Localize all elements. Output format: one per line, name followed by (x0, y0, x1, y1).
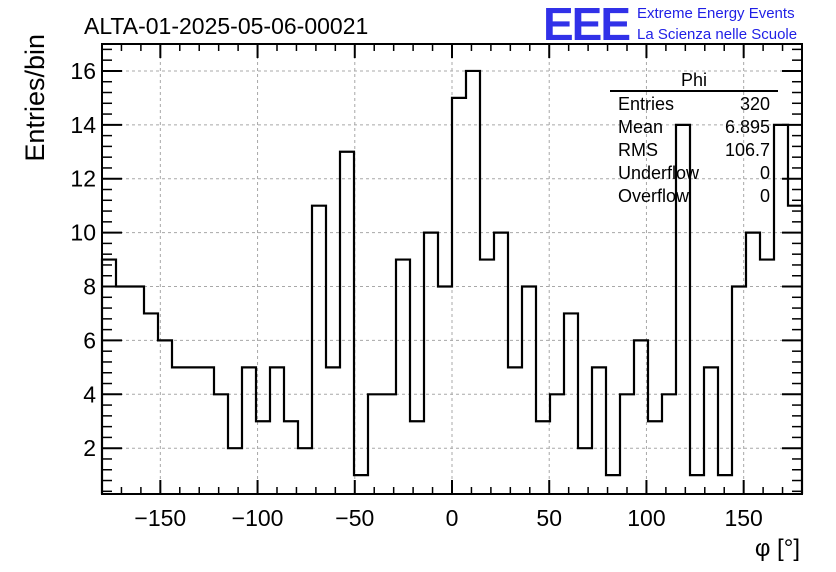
histogram-bin (690, 475, 704, 494)
histogram-bin (200, 367, 214, 494)
histogram-bin (284, 421, 298, 494)
stats-label: Entries (618, 94, 674, 114)
histogram-bin (410, 421, 424, 494)
stats-label: RMS (618, 140, 658, 160)
histogram-bin (270, 367, 284, 494)
y-axis-label: Entries/bin (20, 34, 50, 162)
y-tick-label: 14 (70, 112, 96, 138)
histogram-bin (382, 394, 396, 494)
eee-logo-mark: EEE (543, 0, 629, 50)
histogram-bin (116, 287, 130, 494)
histogram-bin (494, 233, 508, 494)
histogram-bin (466, 71, 480, 494)
histogram-bin (522, 287, 536, 494)
stats-value: 0 (760, 163, 770, 183)
histogram-bin (634, 340, 648, 494)
histogram-bin (130, 287, 144, 494)
histogram-bin (354, 475, 368, 494)
stats-value: 320 (740, 94, 770, 114)
histogram-series (100, 69, 804, 494)
x-tick-label: 0 (446, 505, 459, 531)
chart-title: ALTA-01-2025-05-06-00021 (84, 13, 368, 39)
histogram-bin (746, 233, 760, 494)
histogram-bin (578, 448, 592, 494)
histogram-bin (620, 394, 634, 494)
histogram-bin (662, 394, 676, 494)
histogram-bin (508, 367, 522, 494)
stats-label: Overflow (618, 186, 690, 206)
histogram-bin (340, 152, 354, 494)
eee-logo: EEE Extreme Energy Events La Scienza nel… (543, 0, 797, 50)
histogram-bin (312, 206, 326, 494)
stats-label: Underflow (618, 163, 700, 183)
histogram-bin (368, 394, 382, 494)
x-tick-label: −100 (232, 505, 284, 531)
x-tick-label: −150 (134, 505, 186, 531)
histogram-bin (550, 394, 564, 494)
stats-value: 106.7 (725, 140, 770, 160)
x-tick-label: −50 (335, 505, 374, 531)
histogram-bin (424, 233, 438, 494)
histogram-bin (396, 260, 410, 494)
histogram-bin (774, 125, 788, 494)
histogram-bin (228, 448, 242, 494)
histogram-bin (214, 394, 228, 494)
x-tick-label: 100 (627, 505, 665, 531)
histogram-bin (536, 421, 550, 494)
histogram-bin (438, 287, 452, 494)
y-tick-label: 2 (83, 435, 96, 461)
stats-rows: Entries 320 Mean 6.895 RMS 106.7 Underflow 0 Ove… (618, 94, 770, 206)
histogram-bin (172, 367, 186, 494)
histogram-bin (452, 98, 466, 494)
logo-line-1: Extreme Energy Events (637, 5, 795, 22)
histogram-bin (592, 367, 606, 494)
histogram-bin (242, 367, 256, 494)
histogram-bin (326, 367, 340, 494)
histogram-bin (704, 367, 718, 494)
histogram-bin (648, 421, 662, 494)
y-tick-label: 4 (83, 381, 96, 407)
stats-value: 6.895 (725, 117, 770, 137)
histogram-bin (760, 260, 774, 494)
x-axis-label: φ [°] (755, 535, 800, 562)
logo-line-2: La Scienza nelle Scuole (637, 26, 797, 43)
y-tick-label: 8 (83, 274, 96, 300)
axes: −150 −100 −50 0 50 100 150 2 4 6 8 10 12 14 16 (70, 43, 803, 531)
histogram-bin (298, 448, 312, 494)
histogram-bin (788, 206, 802, 494)
y-tick-label: 16 (70, 58, 96, 84)
stats-box: Phi Entries 320 Mean 6.895 RMS 106.7 Underflow… (610, 70, 778, 206)
x-tick-label: 50 (536, 505, 562, 531)
stats-label: Mean (618, 117, 663, 137)
y-tick-label: 6 (83, 327, 96, 353)
y-tick-label: 10 (70, 220, 96, 246)
histogram-bin (732, 287, 746, 494)
histogram-bin (186, 367, 200, 494)
stats-value: 0 (760, 186, 770, 206)
y-tick-label: 12 (70, 166, 96, 192)
histogram-bin (718, 475, 732, 494)
histogram-outline (100, 69, 804, 494)
x-tick-label: 150 (724, 505, 762, 531)
histogram-bin (480, 260, 494, 494)
stats-title: Phi (681, 70, 707, 90)
